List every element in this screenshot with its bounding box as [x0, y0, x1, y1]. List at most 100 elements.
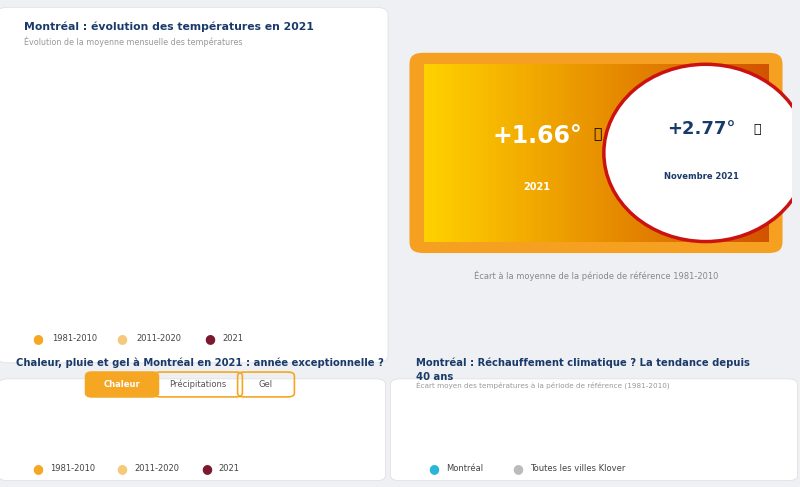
Text: Précipitations: Précipitations	[170, 380, 226, 389]
Polygon shape	[715, 64, 718, 242]
Polygon shape	[596, 64, 599, 242]
Polygon shape	[585, 64, 587, 242]
Polygon shape	[670, 64, 673, 242]
Polygon shape	[582, 64, 586, 242]
Text: Évolution de la moyenne mensuelle des températures: Évolution de la moyenne mensuelle des te…	[24, 37, 242, 47]
Polygon shape	[546, 64, 549, 242]
Bar	[130, 436, 140, 458]
FancyBboxPatch shape	[404, 47, 788, 259]
Polygon shape	[562, 64, 565, 242]
Polygon shape	[718, 64, 721, 242]
Polygon shape	[554, 64, 558, 242]
Polygon shape	[444, 64, 447, 242]
Polygon shape	[738, 64, 742, 242]
Text: ●: ●	[116, 332, 127, 345]
Polygon shape	[587, 64, 590, 242]
Bar	[236, 450, 246, 458]
Polygon shape	[589, 64, 592, 242]
Polygon shape	[610, 64, 613, 242]
Polygon shape	[644, 64, 647, 242]
Polygon shape	[477, 64, 479, 242]
Text: ●: ●	[116, 462, 127, 475]
Polygon shape	[532, 64, 534, 242]
Text: Toutes les villes Klover: Toutes les villes Klover	[530, 464, 626, 473]
Text: +1.66°: +1.66°	[492, 124, 582, 148]
Polygon shape	[580, 64, 583, 242]
Bar	[60, 406, 70, 458]
Polygon shape	[538, 64, 542, 242]
Polygon shape	[458, 64, 461, 242]
Bar	[299, 406, 309, 458]
Polygon shape	[764, 64, 767, 242]
Bar	[342, 431, 352, 458]
Text: 🌡: 🌡	[753, 123, 761, 135]
Polygon shape	[697, 64, 700, 242]
Polygon shape	[665, 64, 668, 242]
Polygon shape	[465, 64, 468, 242]
Polygon shape	[678, 64, 682, 242]
Polygon shape	[569, 64, 571, 242]
Text: 2011-2020: 2011-2020	[134, 464, 179, 473]
Polygon shape	[614, 64, 618, 242]
Polygon shape	[628, 64, 631, 242]
Text: ●: ●	[32, 462, 43, 475]
Polygon shape	[759, 64, 762, 242]
Polygon shape	[548, 64, 550, 242]
Text: 2021: 2021	[524, 182, 550, 192]
Text: Écart moyen des températures à la période de référence (1981-2010): Écart moyen des températures à la périod…	[416, 382, 670, 390]
Polygon shape	[527, 64, 530, 242]
Polygon shape	[690, 64, 694, 242]
Polygon shape	[607, 64, 610, 242]
Polygon shape	[734, 64, 737, 242]
Bar	[77, 430, 86, 458]
Polygon shape	[511, 64, 514, 242]
Polygon shape	[550, 64, 553, 242]
Polygon shape	[651, 64, 654, 242]
Polygon shape	[660, 64, 663, 242]
Polygon shape	[525, 64, 528, 242]
Text: ●: ●	[204, 332, 215, 345]
Polygon shape	[686, 64, 689, 242]
Polygon shape	[693, 64, 696, 242]
Text: Écart à la moyenne de la période de référence 1981-2010: Écart à la moyenne de la période de réfé…	[474, 270, 718, 281]
Polygon shape	[722, 64, 726, 242]
Polygon shape	[730, 64, 733, 242]
Polygon shape	[766, 64, 770, 242]
Polygon shape	[658, 64, 661, 242]
Polygon shape	[490, 64, 494, 242]
Text: Montréal : Réchauffement climatique ? La tendance depuis: Montréal : Réchauffement climatique ? La…	[416, 358, 750, 369]
Bar	[289, 439, 299, 458]
Text: 2011-2020: 2011-2020	[136, 334, 181, 343]
Polygon shape	[467, 64, 470, 242]
Polygon shape	[428, 64, 431, 242]
Polygon shape	[502, 64, 505, 242]
Polygon shape	[514, 64, 516, 242]
Polygon shape	[711, 64, 714, 242]
Polygon shape	[530, 64, 532, 242]
Polygon shape	[497, 64, 500, 242]
Polygon shape	[575, 64, 578, 242]
Polygon shape	[741, 64, 744, 242]
Text: 🌡: 🌡	[594, 127, 602, 141]
Bar	[246, 439, 256, 458]
Polygon shape	[543, 64, 546, 242]
Text: Novembre 2021: Novembre 2021	[665, 172, 739, 181]
Polygon shape	[601, 64, 604, 242]
Polygon shape	[617, 64, 620, 242]
Polygon shape	[736, 64, 739, 242]
Polygon shape	[626, 64, 629, 242]
Polygon shape	[495, 64, 498, 242]
Text: 2021: 2021	[218, 464, 239, 473]
Bar	[140, 406, 150, 458]
Polygon shape	[446, 64, 450, 242]
Polygon shape	[566, 64, 569, 242]
Polygon shape	[714, 64, 716, 242]
Polygon shape	[720, 64, 723, 242]
Bar	[156, 439, 166, 458]
Text: Chaleur, pluie et gel à Montréal en 2021 : année exceptionnelle ?: Chaleur, pluie et gel à Montréal en 2021…	[16, 358, 384, 369]
Polygon shape	[612, 64, 615, 242]
Polygon shape	[630, 64, 634, 242]
Polygon shape	[541, 64, 544, 242]
Polygon shape	[725, 64, 728, 242]
Polygon shape	[681, 64, 684, 242]
